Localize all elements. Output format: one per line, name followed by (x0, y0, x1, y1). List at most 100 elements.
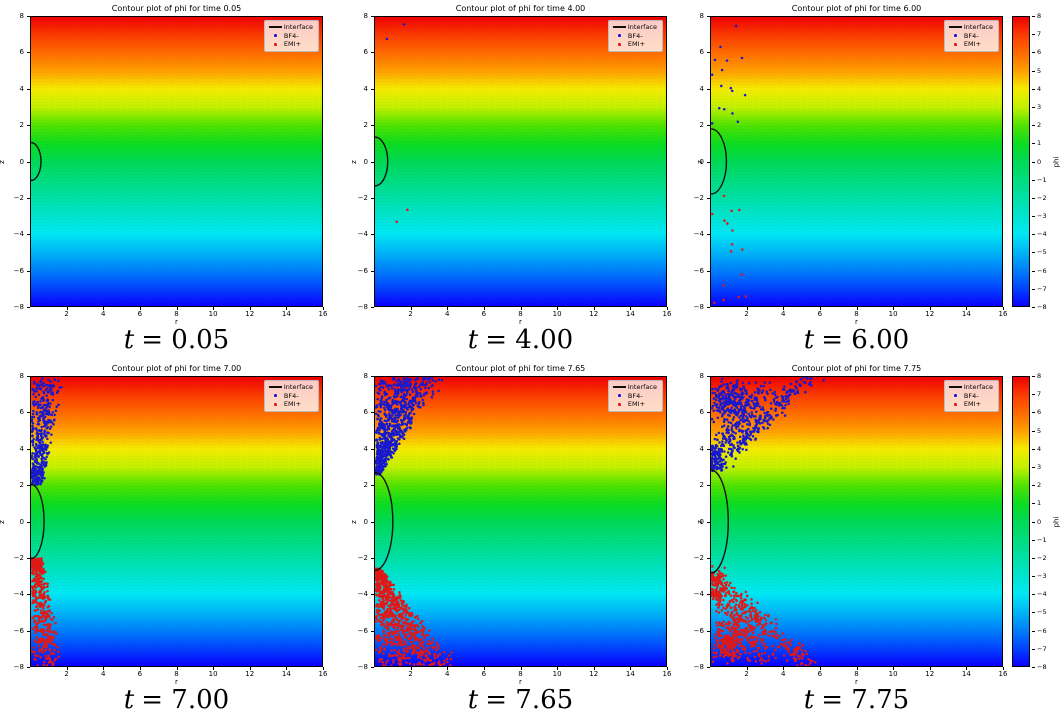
legend: Interface BF4- EMI+ (263, 380, 319, 412)
y-tick-mark (371, 630, 374, 632)
colorbar-tick-label: −8 (1037, 303, 1047, 311)
y-tick-label: 8 (363, 372, 368, 380)
colorbar-gradient (1012, 16, 1030, 307)
y-tick-label: −4 (13, 230, 24, 239)
y-tick-mark (371, 125, 374, 127)
x-tick-mark (286, 667, 288, 670)
legend-item-interface: Interface (611, 383, 657, 392)
y-tick-label: −6 (13, 266, 24, 275)
x-tick-mark (249, 667, 251, 670)
x-axis-label: r (175, 318, 178, 326)
colorbar-tick-label: −2 (1037, 553, 1047, 562)
x-tick-mark (410, 307, 412, 310)
colorbar-tick-mark (1032, 179, 1035, 181)
y-tick-label: 2 (363, 121, 368, 130)
y-tick-mark (27, 667, 30, 668)
y-tick-label: 4 (699, 84, 704, 93)
y-tick-label: 8 (363, 12, 368, 20)
x-tick-mark (213, 307, 215, 310)
x-tick-label: 10 (208, 670, 218, 678)
colorbar-tick-label: 6 (1037, 48, 1042, 57)
x-tick-label: 2 (744, 310, 749, 318)
y-tick-label: 0 (363, 157, 368, 166)
y-tick-mark (707, 557, 710, 559)
legend-item-bf4: BF4- (611, 32, 657, 41)
x-tick-mark (856, 667, 858, 670)
y-tick-mark (707, 161, 710, 163)
emi-dot-icon (267, 402, 284, 406)
legend-item-bf4: BF4- (947, 392, 993, 401)
x-axis-label: r (519, 678, 522, 686)
y-tick-label: −4 (13, 590, 24, 599)
x-tick-label: 12 (245, 670, 255, 678)
x-tick-label: 4 (445, 310, 450, 318)
colorbar-tick-mark (1032, 466, 1035, 468)
x-tick-mark (139, 667, 141, 670)
bf4-dot-icon (267, 34, 284, 38)
legend-item-bf4: BF4- (267, 32, 313, 41)
y-tick-label: 2 (699, 481, 704, 490)
y-tick-label: −4 (693, 590, 704, 599)
y-tick-label: −6 (693, 266, 704, 275)
interface-line-icon (267, 26, 284, 29)
x-tick-label: 10 (552, 310, 562, 318)
y-axis-label: z (349, 159, 358, 164)
colorbar-tick-label: −4 (1037, 590, 1047, 599)
y-tick-label: −6 (357, 266, 368, 275)
legend-item-bf4: BF4- (267, 392, 313, 401)
y-tick-label: 6 (363, 408, 368, 417)
legend-item-interface: Interface (947, 383, 993, 392)
colorbar-tick-mark (1032, 412, 1035, 414)
y-tick-label: 0 (363, 517, 368, 526)
y-tick-label: 6 (363, 48, 368, 57)
colorbar-tick-label: 8 (1037, 12, 1042, 20)
y-tick-label: 0 (19, 517, 24, 526)
legend-item-emi: EMI+ (947, 40, 993, 49)
y-tick-label: −2 (357, 553, 368, 562)
x-tick-label: 2 (408, 670, 413, 678)
colorbar-tick-label: −6 (1037, 626, 1047, 635)
interface-line-icon (267, 386, 284, 389)
x-tick-mark (103, 667, 105, 670)
colorbar-tick-mark (1032, 252, 1035, 254)
time-caption: t = 7.75 (803, 685, 910, 715)
x-tick-mark (483, 667, 485, 670)
y-tick-label: −4 (693, 230, 704, 239)
x-tick-label: 4 (445, 670, 450, 678)
y-tick-mark (27, 594, 30, 596)
y-tick-label: 8 (699, 372, 704, 380)
x-tick-mark (667, 667, 668, 670)
colorbar-tick-label: −5 (1037, 608, 1047, 617)
x-axis: 2 4 6 8 10 12 14 16 (30, 307, 327, 318)
x-tick-label: 8 (174, 670, 179, 678)
y-tick-mark (371, 197, 374, 199)
x-tick-mark (447, 307, 449, 310)
colorbar-tick-label: −1 (1037, 175, 1047, 184)
colorbar-tick-label: 0 (1037, 517, 1042, 526)
colorbar-tick-mark (1032, 594, 1035, 596)
y-tick-label: −8 (357, 303, 368, 311)
y-tick-label: −2 (693, 553, 704, 562)
x-axis: 2 4 6 8 10 12 14 16 (374, 307, 671, 318)
legend-item-interface: Interface (611, 23, 657, 32)
x-tick-label: 6 (481, 310, 487, 318)
colorbar-tick-label: 4 (1037, 444, 1042, 453)
x-tick-mark (819, 307, 821, 310)
x-tick-mark (593, 667, 595, 670)
x-axis: 2 4 6 8 10 12 14 16 (710, 307, 1007, 318)
x-tick-label: 2 (744, 670, 749, 678)
x-tick-label: 14 (281, 310, 291, 318)
y-tick-mark (707, 485, 710, 487)
y-tick-mark (371, 376, 374, 377)
y-tick-mark (371, 234, 374, 236)
y-tick-label: 4 (363, 84, 368, 93)
x-tick-label: 12 (925, 310, 935, 318)
interface-line-icon (947, 26, 964, 29)
colorbar-tick-label: −8 (1037, 663, 1047, 671)
plot-title: Contour plot of phi for time 7.65 (455, 364, 586, 373)
y-tick-label: 2 (699, 121, 704, 130)
legend-item-emi: EMI+ (611, 400, 657, 409)
plot-canvas (31, 377, 63, 666)
